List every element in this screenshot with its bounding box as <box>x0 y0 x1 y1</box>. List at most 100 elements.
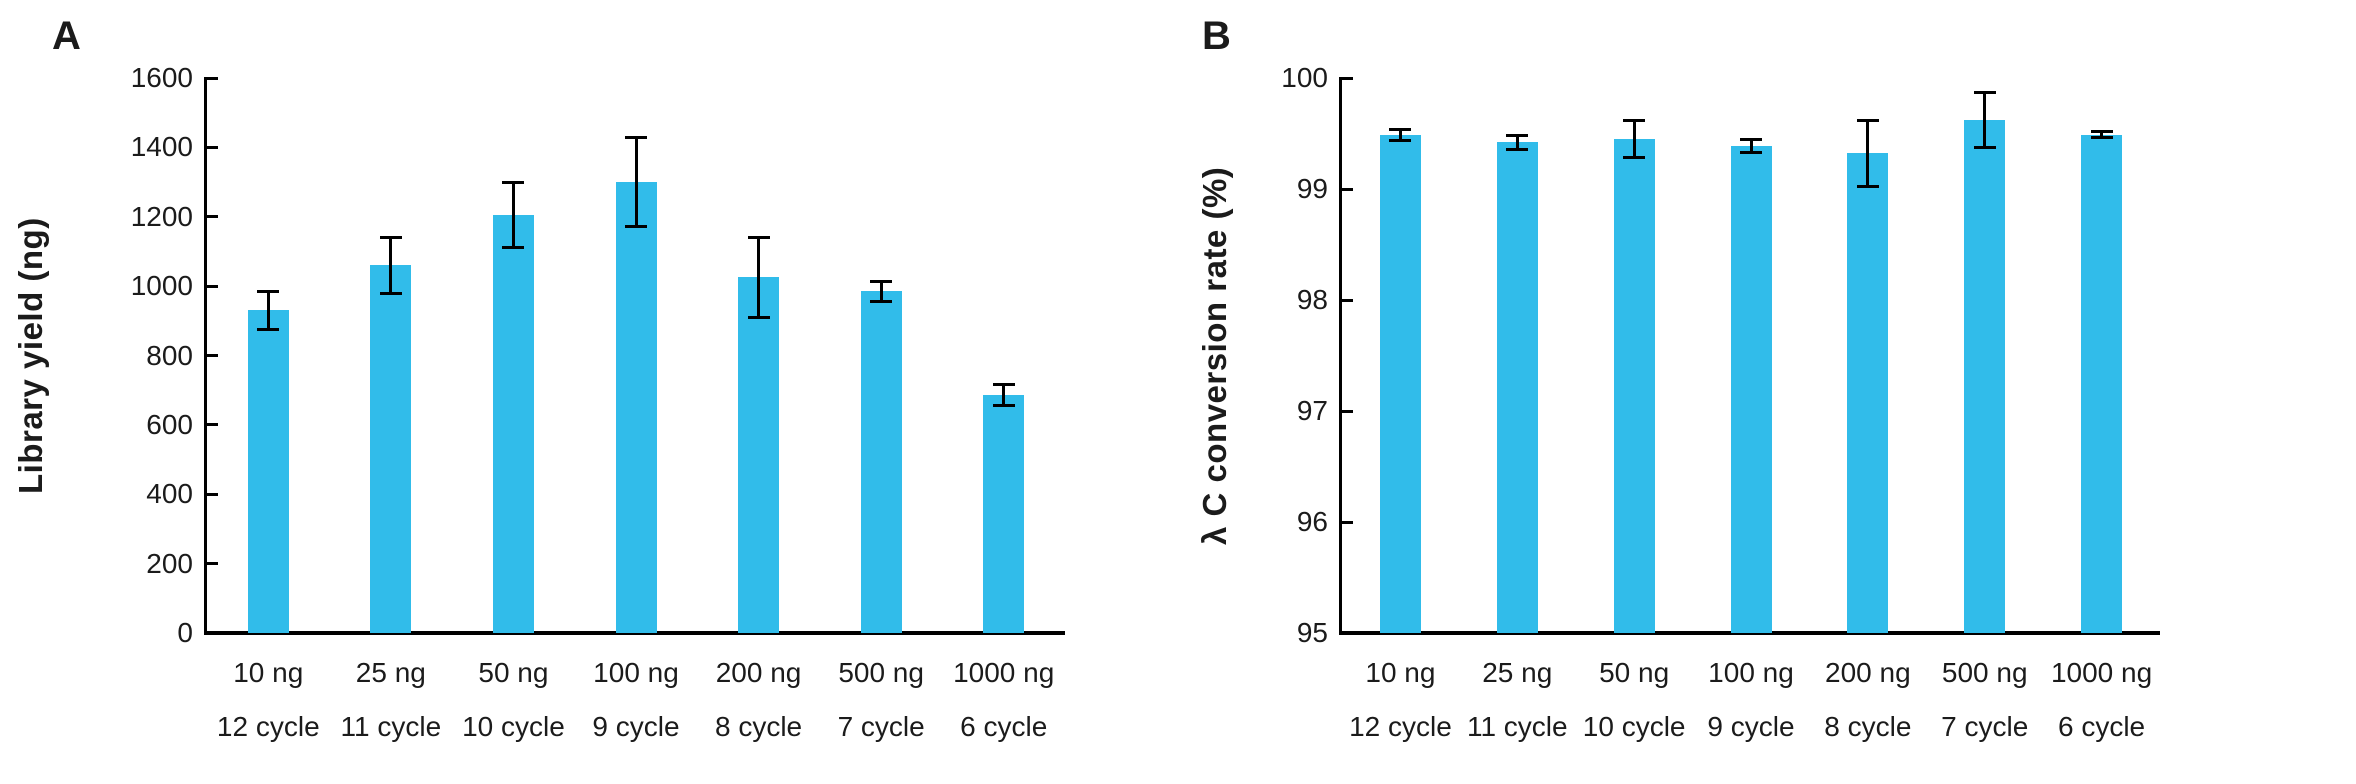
error-bar-cap-bottom <box>379 291 402 295</box>
error-bar-cap-top <box>870 280 893 284</box>
error-bar-cap-top <box>625 136 647 140</box>
error-bar-cap-top <box>1740 137 1762 141</box>
y-tick-label: 95 <box>1296 617 1328 648</box>
x-tick-label-cycle: 9 cycle <box>1707 711 1795 742</box>
x-tick-label-amount: 200 ng <box>715 657 802 688</box>
error-bar-cap-top <box>1973 90 1996 94</box>
error-bar-cap-bottom <box>870 299 893 303</box>
error-bar-cap-bottom <box>1856 185 1879 189</box>
bar <box>1379 134 1421 633</box>
y-tick-label: 98 <box>1296 284 1328 315</box>
x-axis-line <box>1339 631 2160 635</box>
y-axis-tick <box>207 562 218 566</box>
x-tick-label-cycle: 8 cycle <box>714 711 803 742</box>
bar <box>492 215 534 633</box>
x-tick-label-amount: 500 ng <box>1941 657 2028 688</box>
y-tick-label: 1600 <box>130 62 193 93</box>
x-tick-label-cycle: 8 cycle <box>1824 711 1912 742</box>
bar <box>370 265 412 633</box>
x-tick-label-amount: 100 ng <box>1708 657 1794 688</box>
error-bar-line <box>511 182 515 248</box>
x-tick-label-cycle: 6 cycle <box>2057 711 2146 742</box>
x-tick-label-amount: 500 ng <box>838 657 924 688</box>
error-bar-cap-bottom <box>257 327 280 331</box>
error-bar-cap-top <box>992 383 1015 387</box>
error-bar-cap-bottom <box>502 246 525 250</box>
y-axis-tick <box>207 631 218 635</box>
x-tick-label-cycle: 11 cycle <box>1466 711 1568 742</box>
y-tick-label: 1400 <box>130 131 193 163</box>
y-axis-tick <box>1342 76 1353 80</box>
x-tick-label-cycle: 7 cycle <box>837 711 925 742</box>
y-axis-tick <box>207 284 218 288</box>
y-tick-label: 1000 <box>130 270 193 302</box>
y-axis-tick <box>207 215 218 219</box>
error-bar-cap-top <box>502 180 525 184</box>
error-bar-cap-bottom <box>1973 146 1996 150</box>
error-bar-cap-bottom <box>747 315 770 319</box>
x-tick-label-cycle: 12 cycle <box>1349 711 1452 742</box>
error-bar-line <box>389 237 393 294</box>
panel-b-letter: B <box>1202 14 1231 58</box>
error-bar-cap-bottom <box>1623 156 1646 160</box>
y-axis-tick <box>207 423 218 427</box>
error-bar-line <box>879 281 883 302</box>
y-tick-label: 99 <box>1296 173 1328 204</box>
error-bar-line <box>1983 92 1987 148</box>
bar <box>1964 120 2006 633</box>
error-bar-cap-bottom <box>1506 147 1529 151</box>
error-bar-cap-bottom <box>2090 136 2113 140</box>
x-tick-label-amount: 25 ng <box>355 657 426 688</box>
x-tick-label-cycle: 7 cycle <box>1941 711 2029 742</box>
error-bar-cap-top <box>1623 118 1646 122</box>
x-tick-label-amount: 100 ng <box>593 657 679 688</box>
bar <box>615 182 657 633</box>
x-tick-label-cycle: 6 cycle <box>960 711 1048 742</box>
x-tick-label-cycle: 12 cycle <box>216 711 320 742</box>
error-bar-cap-bottom <box>625 224 647 228</box>
y-tick-label: 800 <box>146 339 193 371</box>
panel-a-letter: A <box>52 14 81 58</box>
y-axis-tick <box>1342 409 1353 413</box>
x-tick-label-amount: 200 ng <box>1825 657 1911 688</box>
error-bar-line <box>1632 120 1636 158</box>
y-tick-label: 200 <box>146 547 193 579</box>
y-axis-tick <box>207 492 218 496</box>
x-tick-label-amount: 1000 ng <box>2050 657 2153 688</box>
error-bar-cap-bottom <box>1389 138 1412 142</box>
error-bar-line <box>1515 135 1519 150</box>
y-tick-label: 97 <box>1296 395 1328 426</box>
y-axis-tick <box>207 354 218 357</box>
error-bar-cap-bottom <box>992 404 1015 408</box>
x-tick-label-cycle: 11 cycle <box>340 711 442 742</box>
y-axis-tick <box>207 145 218 149</box>
y-axis-tick <box>1342 298 1353 302</box>
x-tick-label-amount: 50 ng <box>478 657 549 688</box>
error-bar-cap-top <box>1856 118 1879 122</box>
bar <box>860 291 902 633</box>
error-bar-line <box>757 237 761 318</box>
y-axis-tick <box>207 76 218 80</box>
x-tick-label-amount: 50 ng <box>1599 657 1670 688</box>
x-axis-line <box>204 631 1065 635</box>
panel-b-y-axis-title: λ C conversion rate (%) <box>1196 166 1233 545</box>
y-tick-label: 100 <box>1281 62 1328 93</box>
error-bar-line <box>2100 131 2104 138</box>
error-bar-line <box>634 137 638 227</box>
bar <box>1847 153 1889 633</box>
y-tick-label: 0 <box>177 617 193 648</box>
y-tick-label: 1200 <box>130 200 193 232</box>
error-bar-cap-top <box>1506 134 1529 138</box>
error-bar-cap-top <box>257 289 280 293</box>
error-bar-cap-top <box>2090 129 2113 133</box>
error-bar-line <box>1002 384 1006 406</box>
x-tick-label-amount: 10 ng <box>1365 657 1436 688</box>
error-bar-line <box>1866 120 1870 187</box>
x-tick-label-amount: 1000 ng <box>953 657 1055 688</box>
error-bar-cap-top <box>379 236 402 240</box>
bar <box>247 310 289 633</box>
x-tick-label-cycle: 10 cycle <box>1582 711 1686 742</box>
panel-a-y-axis-title: Library yield (ng) <box>12 217 49 494</box>
x-tick-label-amount: 10 ng <box>233 657 304 688</box>
